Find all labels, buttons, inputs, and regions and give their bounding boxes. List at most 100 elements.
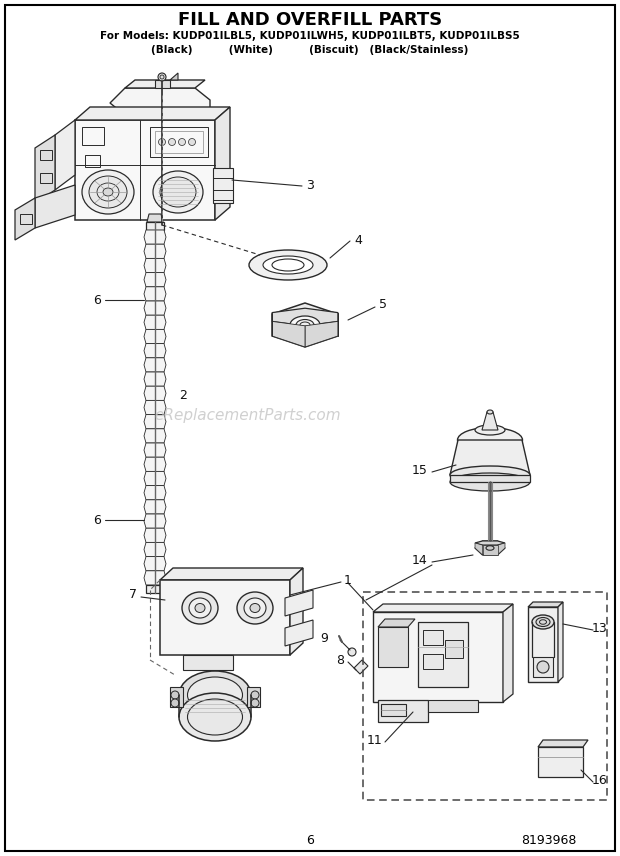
- Circle shape: [348, 648, 356, 656]
- Polygon shape: [155, 80, 170, 88]
- Polygon shape: [482, 412, 498, 430]
- Polygon shape: [144, 571, 166, 585]
- Polygon shape: [450, 440, 530, 475]
- Polygon shape: [160, 580, 290, 655]
- Polygon shape: [144, 372, 166, 386]
- Polygon shape: [285, 590, 313, 616]
- Text: eReplacementParts.com: eReplacementParts.com: [154, 407, 342, 423]
- Polygon shape: [558, 602, 563, 682]
- Polygon shape: [170, 687, 183, 707]
- Polygon shape: [538, 740, 588, 747]
- Polygon shape: [144, 543, 166, 556]
- Ellipse shape: [475, 425, 505, 435]
- Text: 13: 13: [592, 621, 608, 634]
- Polygon shape: [373, 612, 503, 702]
- Circle shape: [188, 139, 195, 146]
- Polygon shape: [480, 430, 500, 460]
- Bar: [40, 173, 52, 183]
- Polygon shape: [160, 568, 303, 580]
- Polygon shape: [215, 107, 230, 220]
- Text: 8193968: 8193968: [521, 835, 577, 847]
- Circle shape: [251, 691, 259, 699]
- Ellipse shape: [244, 598, 266, 618]
- Polygon shape: [428, 700, 478, 712]
- Polygon shape: [144, 443, 166, 457]
- Text: 3: 3: [306, 179, 314, 192]
- Polygon shape: [144, 301, 166, 315]
- Polygon shape: [144, 287, 166, 301]
- Polygon shape: [378, 619, 415, 627]
- Polygon shape: [418, 622, 468, 687]
- Polygon shape: [144, 472, 166, 485]
- Polygon shape: [503, 604, 513, 702]
- Ellipse shape: [187, 677, 242, 713]
- Text: 9: 9: [320, 632, 328, 645]
- Text: 5: 5: [379, 299, 387, 312]
- Ellipse shape: [153, 171, 203, 213]
- Polygon shape: [538, 747, 583, 777]
- Text: 11: 11: [367, 734, 383, 746]
- Polygon shape: [35, 135, 55, 203]
- Polygon shape: [55, 120, 75, 190]
- Text: 6: 6: [306, 835, 314, 847]
- Ellipse shape: [296, 319, 314, 330]
- Bar: [146, 222, 164, 230]
- Ellipse shape: [195, 603, 205, 613]
- Ellipse shape: [179, 671, 251, 719]
- Circle shape: [537, 661, 549, 673]
- Text: (Black)          (White)          (Biscuit)   (Black/Stainless): (Black) (White) (Biscuit) (Black/Stainle…: [151, 45, 469, 55]
- Polygon shape: [475, 541, 505, 545]
- Circle shape: [159, 139, 166, 146]
- Circle shape: [169, 139, 175, 146]
- Polygon shape: [144, 485, 166, 500]
- Text: 1: 1: [344, 574, 352, 586]
- Polygon shape: [144, 457, 166, 472]
- Polygon shape: [475, 541, 505, 555]
- Polygon shape: [528, 607, 558, 682]
- Ellipse shape: [189, 598, 211, 618]
- Polygon shape: [482, 545, 497, 555]
- Circle shape: [251, 699, 259, 707]
- Text: 6: 6: [93, 294, 101, 306]
- Ellipse shape: [237, 592, 273, 624]
- Bar: [445, 640, 463, 658]
- Ellipse shape: [450, 473, 530, 491]
- Polygon shape: [373, 604, 513, 612]
- Polygon shape: [144, 414, 166, 429]
- Polygon shape: [144, 358, 166, 372]
- Polygon shape: [144, 330, 166, 343]
- Ellipse shape: [82, 170, 134, 214]
- Ellipse shape: [249, 250, 327, 280]
- Text: 7: 7: [129, 589, 137, 602]
- Polygon shape: [144, 429, 166, 443]
- Polygon shape: [272, 308, 338, 326]
- Polygon shape: [290, 568, 303, 655]
- Text: 15: 15: [412, 463, 428, 477]
- Polygon shape: [144, 500, 166, 514]
- Polygon shape: [378, 627, 408, 667]
- Bar: [381, 704, 406, 716]
- Bar: [533, 657, 553, 677]
- Circle shape: [158, 73, 166, 81]
- Polygon shape: [144, 244, 166, 259]
- Polygon shape: [110, 88, 210, 115]
- Polygon shape: [528, 602, 563, 607]
- Polygon shape: [144, 556, 166, 571]
- Circle shape: [171, 699, 179, 707]
- Text: 6: 6: [93, 514, 101, 526]
- Bar: [150, 127, 208, 157]
- Bar: [146, 585, 164, 593]
- Polygon shape: [75, 120, 215, 220]
- Ellipse shape: [263, 256, 313, 274]
- Polygon shape: [147, 214, 163, 222]
- Text: For Models: KUDP01ILBL5, KUDP01ILWH5, KUDP01ILBT5, KUDP01ILBS5: For Models: KUDP01ILBL5, KUDP01ILWH5, KU…: [100, 31, 520, 41]
- Circle shape: [171, 691, 179, 699]
- Polygon shape: [144, 315, 166, 330]
- Bar: [363, 592, 607, 800]
- Polygon shape: [450, 475, 530, 482]
- Bar: [423, 630, 443, 645]
- Ellipse shape: [103, 188, 113, 196]
- Text: 14: 14: [412, 554, 428, 567]
- Ellipse shape: [89, 176, 127, 208]
- Ellipse shape: [179, 693, 251, 741]
